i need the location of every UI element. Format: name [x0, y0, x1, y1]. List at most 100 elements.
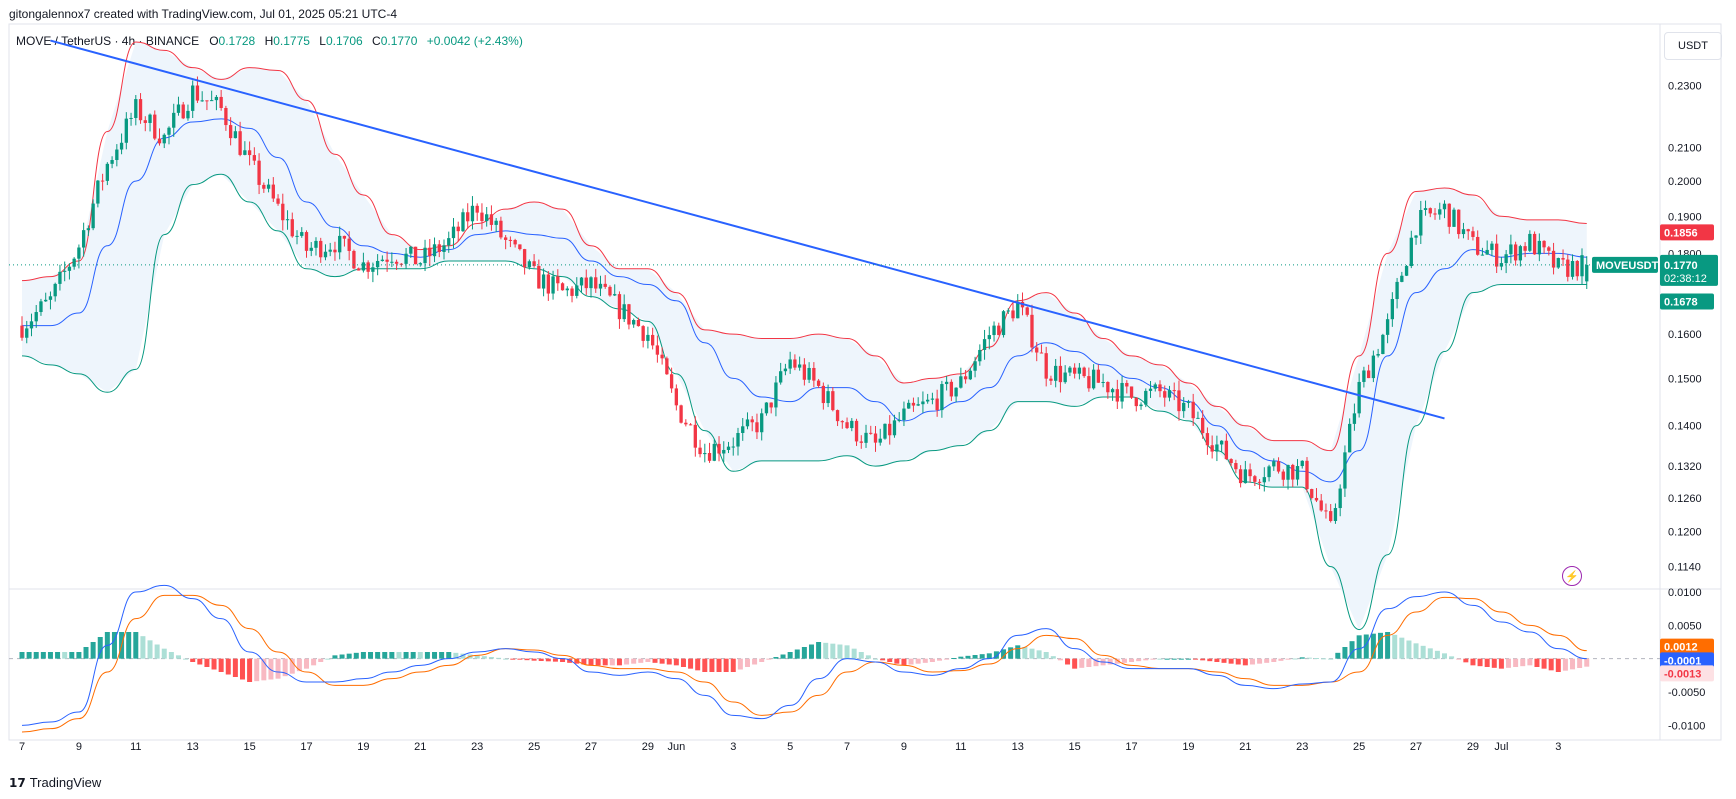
macd-hist-bar-positive [332, 655, 338, 659]
candle-down [1253, 476, 1257, 482]
candle-up [119, 142, 124, 150]
macd-hist-bar-positive [794, 649, 800, 659]
candle-up [1016, 301, 1020, 319]
candle-down [366, 262, 370, 272]
x-tick-label: 15 [1069, 741, 1081, 753]
candle-up [214, 96, 219, 101]
x-tick-label: 19 [357, 741, 369, 753]
candle-down [1115, 389, 1119, 402]
candle-up [1091, 369, 1096, 389]
candle-down [219, 96, 223, 108]
candle-down [333, 249, 337, 253]
lightning-bolt-icon[interactable]: ⚡ [1562, 566, 1582, 586]
bar-countdown: 02:38:12 [1664, 273, 1707, 285]
macd-hist-bar-positive [97, 637, 103, 659]
macd-hist-bar-positive [816, 642, 822, 659]
candle-down [679, 405, 683, 423]
x-tick-label: 9 [901, 741, 907, 753]
candle-up [712, 443, 716, 461]
candle-up [973, 361, 977, 371]
candle-up [266, 184, 271, 189]
macd-hist-bar-positive [1363, 634, 1369, 659]
candle-down [608, 286, 612, 296]
candle-up [1490, 243, 1494, 250]
macd-hist-bar-negative [1221, 658, 1227, 663]
macd-hist-bar-positive [986, 653, 992, 659]
candle-down [1513, 244, 1518, 261]
macd-hist-bar-positive [183, 658, 189, 660]
candle-down [1471, 231, 1475, 237]
candle-up [124, 118, 128, 143]
candle-down [247, 150, 252, 156]
candle-down [1319, 500, 1323, 511]
candle-up [1504, 254, 1508, 264]
candle-up [361, 262, 366, 271]
attribution-header: gitongalennox7 created with TradingView.… [9, 7, 398, 21]
macd-hist-bar-negative [595, 658, 601, 666]
candle-up [1357, 381, 1361, 414]
x-tick-label: 27 [1410, 741, 1422, 753]
candle-up [925, 399, 930, 402]
macd-line [21, 584, 1587, 726]
candle-down [617, 294, 622, 320]
macd-hist-bar-negative [268, 658, 274, 680]
candle-up [1580, 255, 1584, 277]
macd-hist-bar-positive [972, 655, 978, 659]
candle-up [1139, 404, 1143, 407]
macd-hist-bar-positive [47, 652, 53, 659]
macd-hist-bar-positive [69, 652, 75, 659]
candle-up [1390, 299, 1395, 320]
candle-down [456, 226, 460, 232]
macd-hist-bar-positive [1434, 650, 1440, 659]
candle-up [959, 376, 963, 388]
macd-hist-bar-negative [1072, 658, 1078, 669]
candle-down [707, 453, 712, 461]
candle-down [1281, 471, 1285, 480]
candle-down [684, 422, 688, 425]
macd-hist-bar-negative [1491, 658, 1497, 668]
candle-down [1205, 433, 1210, 446]
candle-up [1343, 452, 1347, 489]
candle-up [148, 114, 152, 123]
candle-up [67, 266, 72, 271]
candle-up [494, 220, 498, 225]
macd-hist-bar-negative [218, 658, 224, 672]
x-tick-label: 27 [585, 741, 597, 753]
macd-hist-bar-negative [545, 658, 551, 662]
tradingview-logo[interactable]: 17 TradingView [9, 775, 101, 790]
candle-down [949, 381, 954, 397]
candle-up [1442, 203, 1447, 210]
candle-up [598, 283, 603, 289]
candle-down [399, 263, 403, 265]
candle-up [81, 230, 86, 248]
candle-down [1551, 250, 1556, 268]
candle-up [1262, 477, 1266, 483]
candle-down [1428, 208, 1432, 214]
candle-up [29, 321, 34, 329]
candle-up [1054, 365, 1058, 381]
candle-up [1267, 466, 1271, 478]
macd-hist-bar-positive [403, 652, 409, 659]
candle-up [110, 159, 114, 164]
candle-up [390, 261, 394, 263]
macd-hist-bar-negative [1235, 658, 1241, 665]
macd-hist-bar-positive [1328, 658, 1334, 660]
macd-hist-bar-negative [1506, 658, 1512, 668]
macd-hist-bar-negative [759, 658, 765, 662]
macd-hist-bar-negative [1541, 658, 1547, 669]
candle-down [238, 131, 242, 155]
macd-hist-bar-positive [133, 632, 139, 659]
candle-up [1509, 244, 1513, 255]
macd-hist-bar-negative [624, 658, 630, 665]
macd-hist-bar-positive [1029, 648, 1035, 659]
candle-up [172, 112, 176, 128]
macd-hist-bar-negative [1214, 658, 1220, 662]
candle-up [736, 432, 740, 447]
bollinger-upper-line [21, 41, 1587, 452]
macd-hist-bar-negative [552, 658, 558, 662]
macd-hist-bar-negative [659, 658, 665, 664]
candle-down [1035, 347, 1039, 353]
macd-histogram-group [19, 632, 1590, 682]
candle-down [1201, 417, 1205, 434]
